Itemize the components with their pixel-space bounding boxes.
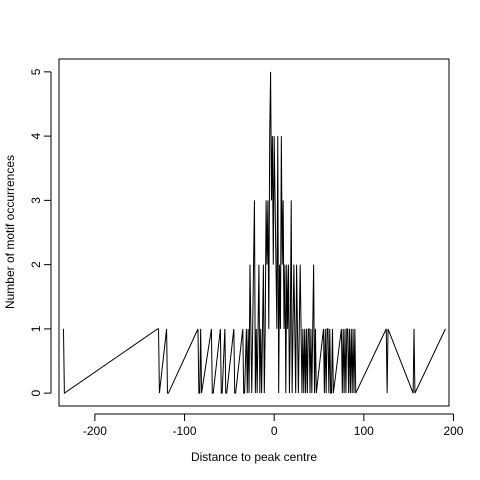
x-tick-label: 100: [354, 424, 374, 438]
x-axis-label: Distance to peak centre: [191, 450, 317, 464]
series-line: [62, 71, 446, 395]
x-axis: -200 -100 0 100 200: [83, 413, 464, 438]
plot-frame: [58, 58, 450, 407]
x-tick-label: 200: [443, 424, 463, 438]
y-tick-label: 3: [29, 197, 43, 204]
x-tick-label: -100: [173, 424, 197, 438]
y-axis: 0 1 2 3 4 5: [29, 68, 52, 396]
x-tick-label: -200: [83, 424, 107, 438]
y-tick-label: 2: [29, 261, 43, 268]
y-axis-label: Number of motif occurrences: [3, 155, 17, 309]
y-tick-label: 0: [29, 389, 43, 396]
x-tick-label: 0: [271, 424, 278, 438]
y-tick-label: 5: [29, 68, 43, 75]
series-layer: [62, 71, 446, 395]
y-tick-label: 1: [29, 325, 43, 332]
y-tick-label: 4: [29, 132, 43, 139]
